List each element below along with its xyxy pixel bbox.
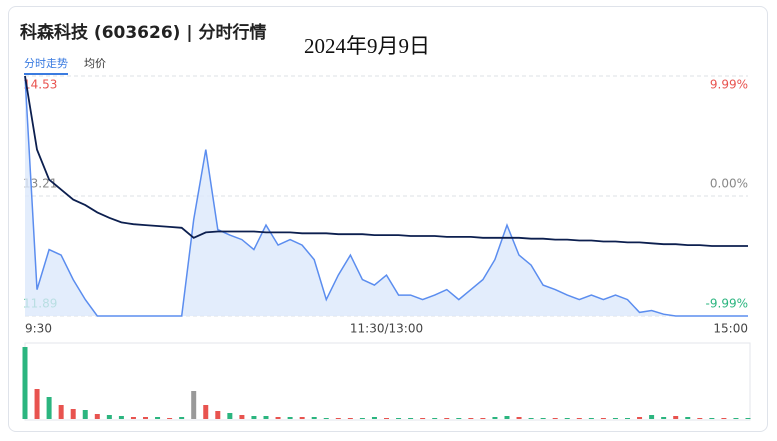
volume-bar [408, 418, 414, 419]
volume-bar [203, 405, 209, 419]
volume-bar [251, 416, 257, 419]
volume-bar [94, 414, 100, 419]
volume-bar [275, 417, 281, 419]
volume-bar [58, 405, 64, 419]
volume-bar [733, 418, 739, 419]
volume-bar [130, 417, 136, 419]
volume-bar [480, 418, 486, 419]
volume-bar [227, 413, 233, 419]
volume-bar [661, 417, 667, 419]
volume-bar [118, 416, 124, 419]
volume-bar [347, 418, 353, 419]
x-tick-label: 11:30/13:00 [350, 322, 423, 336]
volume-bar [359, 418, 365, 419]
volume-bar [263, 416, 269, 419]
volume-bar [612, 418, 618, 419]
volume-bar [721, 418, 727, 419]
volume-bar [287, 417, 293, 419]
volume-bar [745, 418, 751, 419]
volume-bar [239, 415, 245, 419]
line [24, 75, 748, 247]
volume-bar [637, 417, 643, 419]
volume-frame [24, 342, 751, 421]
y-tick-label: 14.53 [23, 78, 57, 92]
card [8, 6, 768, 432]
volume-bar [528, 418, 534, 419]
volume-bar [456, 418, 462, 419]
volume-bar [432, 418, 438, 419]
y2-tick-label: -9.99% [706, 297, 748, 311]
volume-bar [564, 418, 570, 419]
volume-bar [191, 391, 197, 419]
tab[interactable]: 分时走势 [24, 55, 68, 75]
x-tick-label: 9:30 [25, 322, 52, 336]
volume-bar [685, 417, 691, 419]
y2-tick-label: 9.99% [710, 78, 748, 92]
volume-bar [649, 415, 655, 419]
date: 2024年9月9日 [304, 34, 430, 58]
volume-bar [576, 418, 582, 419]
volume-bar [311, 417, 317, 419]
volume-bar [299, 417, 305, 419]
volume-bar [420, 418, 426, 419]
volume-bar [335, 418, 341, 419]
volume-bar [504, 416, 510, 419]
volume-bar [552, 418, 558, 419]
volume-bar [371, 417, 377, 419]
volume-bar [444, 418, 450, 419]
volume-bar [697, 418, 703, 419]
volume-bar [143, 417, 148, 419]
price-area [25, 76, 748, 316]
volume-bar [588, 418, 594, 419]
volume-bar [46, 397, 52, 419]
volume-bar [215, 411, 221, 419]
volume-bar [540, 418, 546, 419]
volume-bar [82, 410, 88, 419]
volume-bar [492, 417, 498, 419]
volume-bar [600, 418, 606, 419]
volume-bar [22, 347, 28, 419]
volume-bar [167, 418, 173, 419]
volume-bar [673, 416, 679, 419]
volume-bar [179, 417, 185, 419]
volume-bar [396, 418, 402, 419]
volume-bar [106, 415, 112, 419]
volume-bar [323, 418, 329, 419]
tab[interactable]: 均价 [84, 57, 106, 70]
volume-bar [468, 418, 474, 419]
volume-bar [384, 418, 389, 419]
volume-bar [155, 417, 161, 419]
y2-tick-label: 0.00% [710, 177, 748, 191]
volume-bar [70, 409, 76, 419]
volume-bar [34, 389, 40, 419]
volume-bar [709, 418, 715, 419]
volume-bar [625, 418, 630, 419]
line [24, 75, 748, 317]
title: 科森科技 (603626) | 分时行情 [20, 23, 267, 43]
volume-bar [516, 417, 522, 419]
x-tick-label: 15:00 [713, 322, 748, 336]
